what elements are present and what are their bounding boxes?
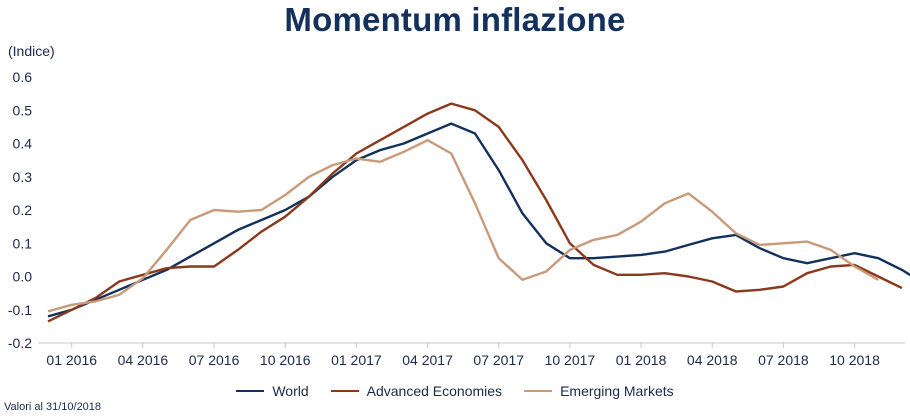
x-tick-label: 10 2018 <box>829 352 880 368</box>
y-axis-unit-label: (Indice) <box>8 43 55 59</box>
legend-item-world: World <box>236 383 309 399</box>
y-tick-label: 0.2 <box>13 202 33 218</box>
x-tick-label: 01 2016 <box>46 352 97 368</box>
series-line-emerging-markets <box>47 138 879 313</box>
x-tick-label: 07 2017 <box>473 352 524 368</box>
legend-swatch-emerging-markets <box>524 390 553 392</box>
x-tick-label: 10 2016 <box>260 352 311 368</box>
legend-label-emerging-markets: Emerging Markets <box>560 383 674 399</box>
x-tick-label: 07 2016 <box>189 352 240 368</box>
x-tick-label: 07 2018 <box>758 352 809 368</box>
x-tick-label: 01 2018 <box>616 352 667 368</box>
series-lines <box>47 102 910 323</box>
series-line-world <box>47 122 910 318</box>
y-tick-label: 0.0 <box>13 269 33 285</box>
legend-item-emerging-markets: Emerging Markets <box>524 383 674 399</box>
x-tick-label: 01 2017 <box>331 352 382 368</box>
y-axis: 0.6 0.5 0.4 0.3 0.2 0.1 0.0 -0.1 -0.2 <box>8 69 32 351</box>
footnote: Valori al 31/10/2018 <box>4 401 102 413</box>
series-line-advanced-economies <box>47 102 903 323</box>
chart-title: Momentum inflazione <box>284 1 626 38</box>
y-tick-label: 0.1 <box>13 235 33 251</box>
x-tick-label: 04 2018 <box>687 352 738 368</box>
y-tick-label: 0.3 <box>13 169 33 185</box>
legend: World Advanced Economies Emerging Market… <box>0 383 910 399</box>
legend-swatch-world <box>236 390 265 392</box>
legend-item-advanced-economies: Advanced Economies <box>330 383 503 399</box>
legend-label-advanced-economies: Advanced Economies <box>366 383 503 399</box>
y-tick-label: 0.5 <box>13 102 33 118</box>
x-tick-label: 04 2017 <box>402 352 453 368</box>
y-tick-label: -0.1 <box>8 302 32 318</box>
y-tick-label: 0.4 <box>13 136 33 152</box>
legend-swatch-advanced-economies <box>330 390 359 392</box>
y-tick-label: -0.2 <box>8 335 32 351</box>
y-tick-label: 0.6 <box>13 69 33 85</box>
x-axis: 01 2016 04 2016 07 2016 10 2016 01 2017 04 20… <box>46 343 880 368</box>
x-tick-label: 10 2017 <box>545 352 596 368</box>
x-tick-label: 04 2016 <box>118 352 169 368</box>
legend-label-world: World <box>272 383 309 399</box>
